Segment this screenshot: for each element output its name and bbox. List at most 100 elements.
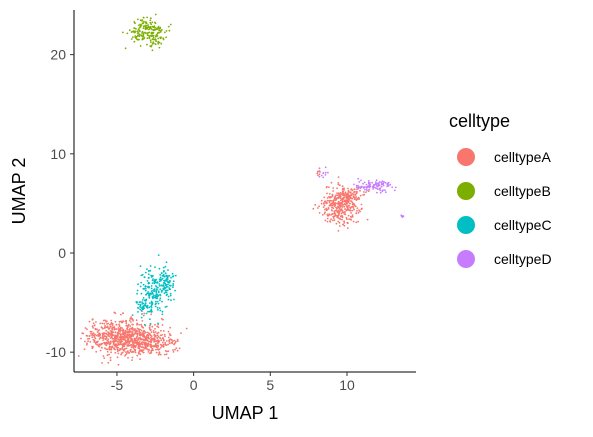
data-point <box>154 300 157 303</box>
data-point <box>160 272 163 274</box>
data-point <box>333 196 336 199</box>
data-point <box>380 181 382 184</box>
data-point <box>130 38 133 40</box>
data-point <box>142 341 144 343</box>
data-point <box>146 16 149 19</box>
data-point <box>144 287 147 290</box>
data-point <box>379 187 381 190</box>
data-point <box>142 335 145 337</box>
data-point <box>140 24 143 26</box>
data-point <box>331 213 334 215</box>
series-celltypeC <box>131 254 177 326</box>
data-point <box>339 197 342 200</box>
data-point <box>127 352 130 354</box>
data-point <box>159 276 162 279</box>
data-point <box>165 305 168 308</box>
data-point <box>155 278 158 281</box>
data-point <box>103 357 106 359</box>
data-point <box>165 353 168 356</box>
data-point <box>148 326 151 329</box>
data-point <box>140 329 143 332</box>
data-point <box>165 261 168 264</box>
data-point <box>159 337 162 340</box>
data-point <box>157 40 160 43</box>
data-point <box>128 319 131 322</box>
data-point <box>339 195 342 198</box>
data-point <box>120 340 123 343</box>
data-point <box>148 286 150 289</box>
data-point <box>137 283 139 286</box>
data-point <box>112 343 115 345</box>
data-point <box>126 331 129 334</box>
data-point <box>343 203 346 205</box>
data-point <box>142 314 145 317</box>
data-point <box>113 326 115 329</box>
data-point <box>393 189 396 192</box>
data-point <box>162 266 165 269</box>
data-point <box>134 35 137 37</box>
data-point <box>142 339 145 341</box>
data-point <box>147 310 149 313</box>
data-point <box>143 276 146 279</box>
data-point <box>144 331 147 334</box>
data-point <box>154 28 157 31</box>
data-point <box>318 173 321 176</box>
data-point <box>141 332 144 334</box>
data-point <box>366 218 369 221</box>
data-point <box>125 351 127 353</box>
data-point <box>318 205 320 208</box>
data-point <box>152 31 155 34</box>
data-point <box>136 340 139 342</box>
data-point <box>341 211 344 214</box>
data-point <box>154 335 157 338</box>
data-point <box>169 338 172 341</box>
data-point <box>116 344 119 347</box>
data-point <box>127 337 129 340</box>
data-point <box>129 340 132 343</box>
data-point <box>154 26 157 29</box>
data-point <box>359 194 362 197</box>
data-point <box>150 27 152 29</box>
data-point <box>147 273 150 276</box>
data-point <box>154 305 157 308</box>
data-point <box>157 326 160 329</box>
data-point <box>323 204 326 207</box>
legend-label: celltypeD <box>494 251 552 267</box>
data-point <box>167 330 170 333</box>
data-point <box>155 351 158 354</box>
data-point <box>117 352 120 355</box>
data-point <box>352 220 355 223</box>
data-point <box>104 343 107 345</box>
data-point <box>335 222 338 225</box>
data-point <box>162 287 165 290</box>
data-point <box>125 347 128 350</box>
data-point <box>147 277 150 279</box>
data-point <box>354 194 357 197</box>
data-point <box>101 335 104 338</box>
data-point <box>139 358 141 360</box>
data-point <box>338 184 341 187</box>
data-point <box>173 298 175 301</box>
data-point <box>155 290 158 292</box>
data-point <box>328 186 330 189</box>
data-point <box>330 196 333 199</box>
data-point <box>117 327 120 329</box>
data-point <box>116 346 118 349</box>
data-point <box>157 25 160 28</box>
data-point <box>165 278 168 281</box>
data-point <box>162 284 165 287</box>
data-point <box>140 34 143 37</box>
data-point <box>357 185 360 187</box>
data-point <box>134 349 137 351</box>
data-point <box>102 355 105 357</box>
data-point <box>119 339 121 342</box>
data-point <box>160 289 163 292</box>
data-point <box>347 214 350 217</box>
data-point <box>326 199 329 202</box>
data-point <box>99 322 102 325</box>
data-point <box>109 356 112 359</box>
data-point <box>139 349 142 352</box>
data-point <box>144 289 147 292</box>
data-point <box>158 283 161 285</box>
data-point <box>157 27 160 29</box>
